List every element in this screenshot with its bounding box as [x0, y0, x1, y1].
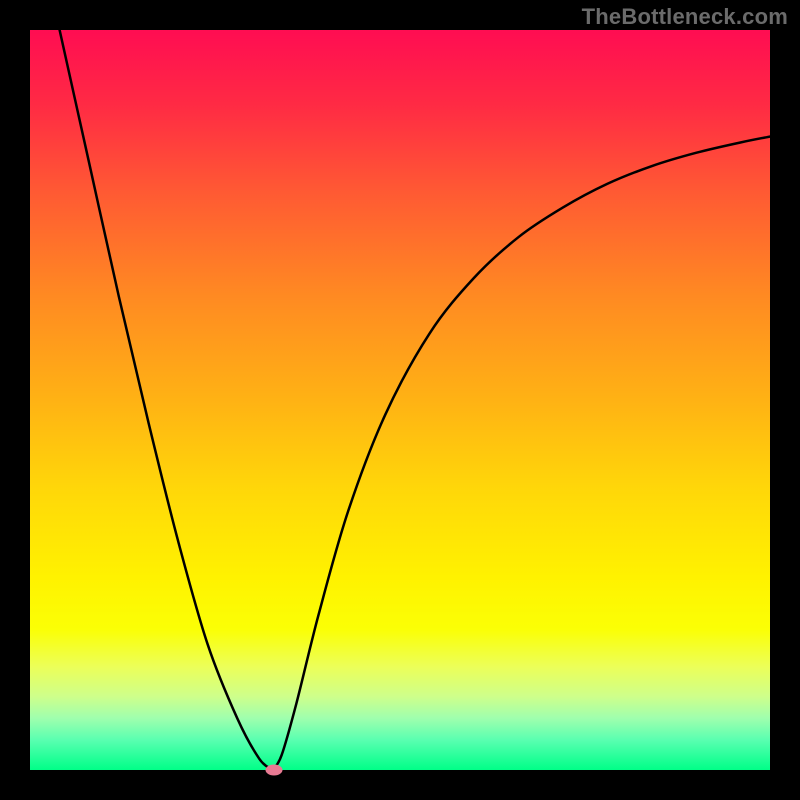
min-marker — [266, 765, 283, 776]
curve-left-branch — [30, 30, 273, 770]
bottleneck-curve — [30, 30, 770, 770]
chart-frame: TheBottleneck.com — [0, 0, 800, 800]
curve-right-branch — [273, 137, 770, 770]
watermark-text: TheBottleneck.com — [582, 4, 788, 30]
plot-area — [30, 30, 770, 770]
